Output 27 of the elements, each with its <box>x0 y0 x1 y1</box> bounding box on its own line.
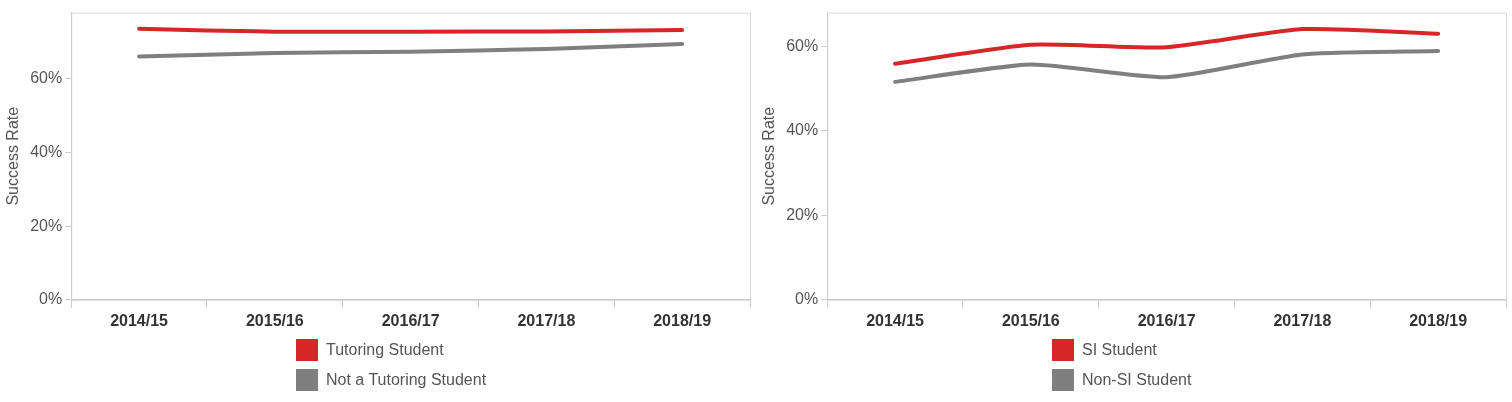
y-tick-label: 0% <box>795 290 819 308</box>
y-tick-label: 40% <box>30 142 63 160</box>
line-series <box>893 26 1441 66</box>
legend-label: Not a Tutoring Student <box>326 371 487 389</box>
y-axis-title: Success Rate <box>760 106 778 206</box>
y-tick-label: 40% <box>786 121 819 139</box>
x-tick-label: 2018/19 <box>1409 311 1468 329</box>
line-series <box>137 41 685 59</box>
x-tick-label: 2016/17 <box>1137 311 1196 329</box>
x-tick-label: 2017/18 <box>1273 311 1332 329</box>
y-tick-label: 20% <box>30 216 63 234</box>
y-axis-title: Success Rate <box>4 106 22 206</box>
legend-label: SI Student <box>1082 341 1157 359</box>
line-series <box>893 49 1441 84</box>
x-tick-label: 2016/17 <box>381 311 440 329</box>
x-tick-label: 2014/15 <box>866 311 925 329</box>
x-tick-label: 2014/15 <box>110 311 169 329</box>
legend-label: Tutoring Student <box>326 341 444 359</box>
legend-label: Non-SI Student <box>1082 371 1192 389</box>
x-tick-label: 2017/18 <box>517 311 576 329</box>
y-tick-label: 60% <box>786 36 819 54</box>
x-tick-label: 2018/19 <box>653 311 712 329</box>
x-tick-label: 2015/16 <box>245 311 304 329</box>
y-tick-label: 20% <box>786 205 819 223</box>
y-tick-label: 60% <box>30 69 63 87</box>
x-tick-label: 2015/16 <box>1001 311 1060 329</box>
y-tick-label: 0% <box>39 290 63 308</box>
